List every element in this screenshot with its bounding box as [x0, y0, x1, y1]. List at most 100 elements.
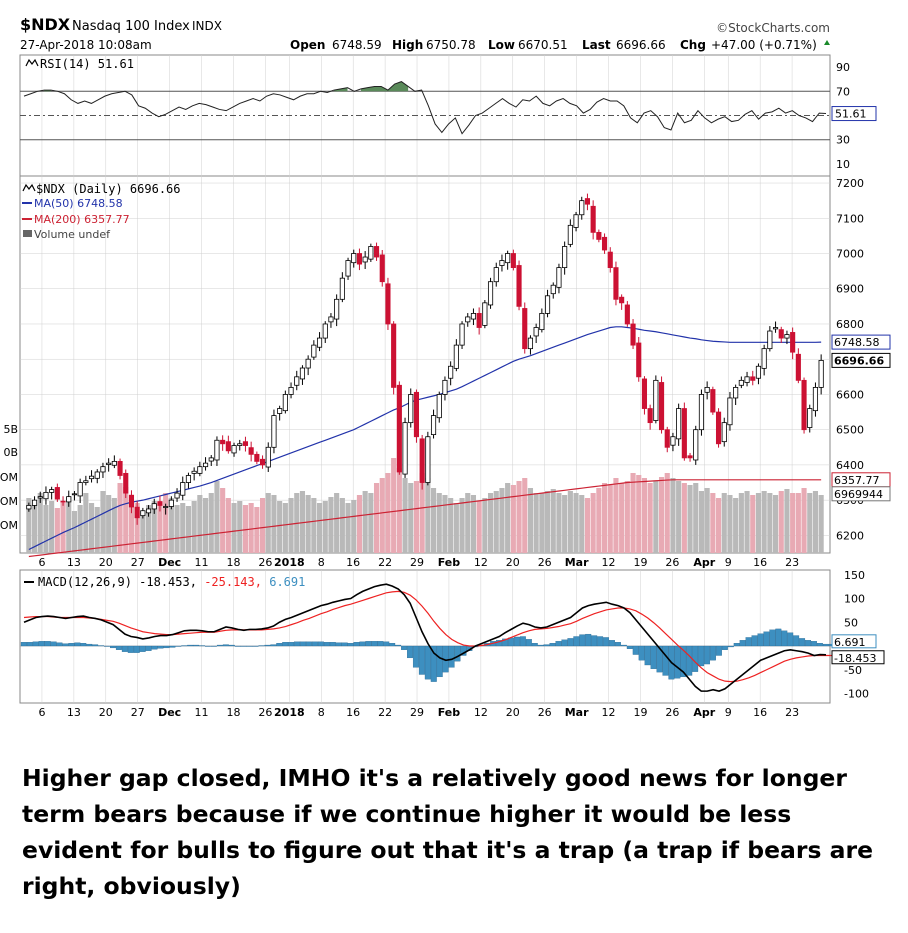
volume-bar: [26, 498, 32, 553]
macd-legend-part: -18.453,: [139, 575, 204, 589]
candle-body: [596, 231, 602, 240]
volume-bar: [128, 508, 135, 553]
candle-body: [37, 496, 43, 499]
macd-histogram-bar: [650, 645, 657, 669]
x-tick-label: 8: [318, 706, 325, 719]
candle-body: [163, 506, 169, 508]
candle-body: [299, 367, 306, 380]
ma200-line: [28, 479, 822, 558]
macd-histogram-bar: [92, 644, 99, 647]
candle-body: [49, 489, 55, 493]
macd-histogram-bar: [74, 642, 81, 647]
macd-histogram-bar: [151, 645, 158, 650]
candle-body: [658, 382, 665, 431]
price-axis-tick: 6500: [836, 424, 864, 437]
macd-histogram-bar: [763, 631, 770, 647]
volume-bar: [157, 503, 163, 553]
volume-bar: [174, 505, 180, 553]
volume-bar: [339, 498, 345, 553]
macd-histogram-bar: [609, 640, 615, 647]
price-axis-tick: 6400: [836, 459, 864, 472]
candle-body: [248, 447, 254, 455]
candle-body: [145, 508, 152, 514]
volume-bar: [356, 495, 363, 553]
volume-bar: [49, 501, 55, 553]
volume-bar: [579, 495, 585, 553]
volume-axis-tick: OM: [0, 471, 18, 484]
candle-body: [368, 246, 374, 260]
macd-histogram-bar: [341, 642, 348, 647]
x-tick-label: 27: [131, 706, 145, 719]
volume-bar: [94, 507, 100, 553]
macd-histogram-bar: [537, 644, 544, 647]
candle-body: [761, 348, 767, 369]
volume-bar: [66, 497, 72, 553]
volume-bar: [636, 475, 642, 553]
macd-histogram-bar: [620, 644, 627, 647]
exchange-label: INDX: [192, 19, 222, 33]
macd-histogram-bar: [335, 642, 342, 647]
macd-histogram-bar: [98, 645, 105, 647]
macd-histogram-bar: [216, 644, 223, 647]
macd-histogram-bar: [205, 645, 211, 647]
candle-body: [231, 445, 237, 454]
candle-body: [322, 323, 328, 339]
last-value: 6696.66: [616, 38, 666, 52]
macd-histogram-bar: [704, 645, 711, 665]
macd-histogram-bar: [401, 645, 408, 650]
candle-body: [698, 394, 705, 431]
volume-bar: [482, 498, 488, 553]
x-tick-label: 19: [633, 556, 647, 569]
macd-histogram-bar: [751, 635, 758, 647]
macd-value-box: [831, 634, 877, 649]
x-tick-label: 26: [665, 706, 679, 719]
candle-body: [106, 462, 112, 465]
x-tick-label: 20: [506, 556, 520, 569]
macd-histogram-bar: [323, 642, 330, 647]
macd-histogram-bar: [591, 635, 598, 647]
low-value: 6670.51: [518, 38, 568, 52]
x-tick-label: Feb: [438, 556, 461, 569]
volume-bar: [801, 488, 807, 553]
volume-bar: [744, 491, 750, 553]
macd-histogram-bar: [365, 641, 372, 647]
chart-canvas: $NDX Nasdaq 100 Index INDX ©StockCharts.…: [0, 15, 891, 719]
macd-histogram-bar: [686, 645, 693, 676]
macd-histogram-bar: [555, 641, 562, 647]
volume-bar: [254, 507, 260, 553]
macd-histogram-bar: [757, 633, 764, 647]
macd-histogram-bar: [56, 642, 63, 647]
macd-histogram-bar: [169, 645, 176, 648]
x-tick-label: Apr: [693, 706, 715, 719]
candle-body: [738, 379, 744, 386]
candle-body: [465, 316, 471, 323]
macd-histogram-bar: [739, 640, 746, 647]
x-tick-label: 19: [633, 706, 647, 719]
macd-histogram-bar: [371, 641, 378, 647]
rsi-value-label: 51.61: [835, 108, 867, 121]
volume-bar: [687, 485, 693, 553]
volume-bar: [123, 487, 129, 553]
x-tick-label: 11: [195, 706, 209, 719]
candle-body: [499, 260, 505, 266]
macd-histogram-bar: [614, 642, 621, 647]
volume-bar: [242, 505, 249, 553]
volume-bar: [505, 483, 511, 553]
volume-axis-tick: 0B: [3, 446, 18, 459]
volume-bar: [168, 498, 174, 553]
volume-bar: [145, 505, 152, 553]
x-tick-label: 20: [506, 706, 520, 719]
volume-bar: [499, 488, 505, 553]
index-name: Nasdaq 100 Index: [72, 19, 190, 34]
x-tick-label: 27: [131, 556, 145, 569]
candle-body: [128, 494, 135, 508]
volume-bar: [373, 483, 380, 553]
candle-body: [601, 236, 608, 251]
price-value-box: [831, 334, 891, 350]
macd-histogram-bar: [680, 645, 687, 678]
volume-axis-tick: 5B: [3, 423, 18, 436]
volume-value-label: 6969944: [834, 488, 883, 501]
candle-body: [220, 439, 226, 445]
volume-bar: [761, 491, 767, 553]
candle-body: [123, 472, 129, 494]
